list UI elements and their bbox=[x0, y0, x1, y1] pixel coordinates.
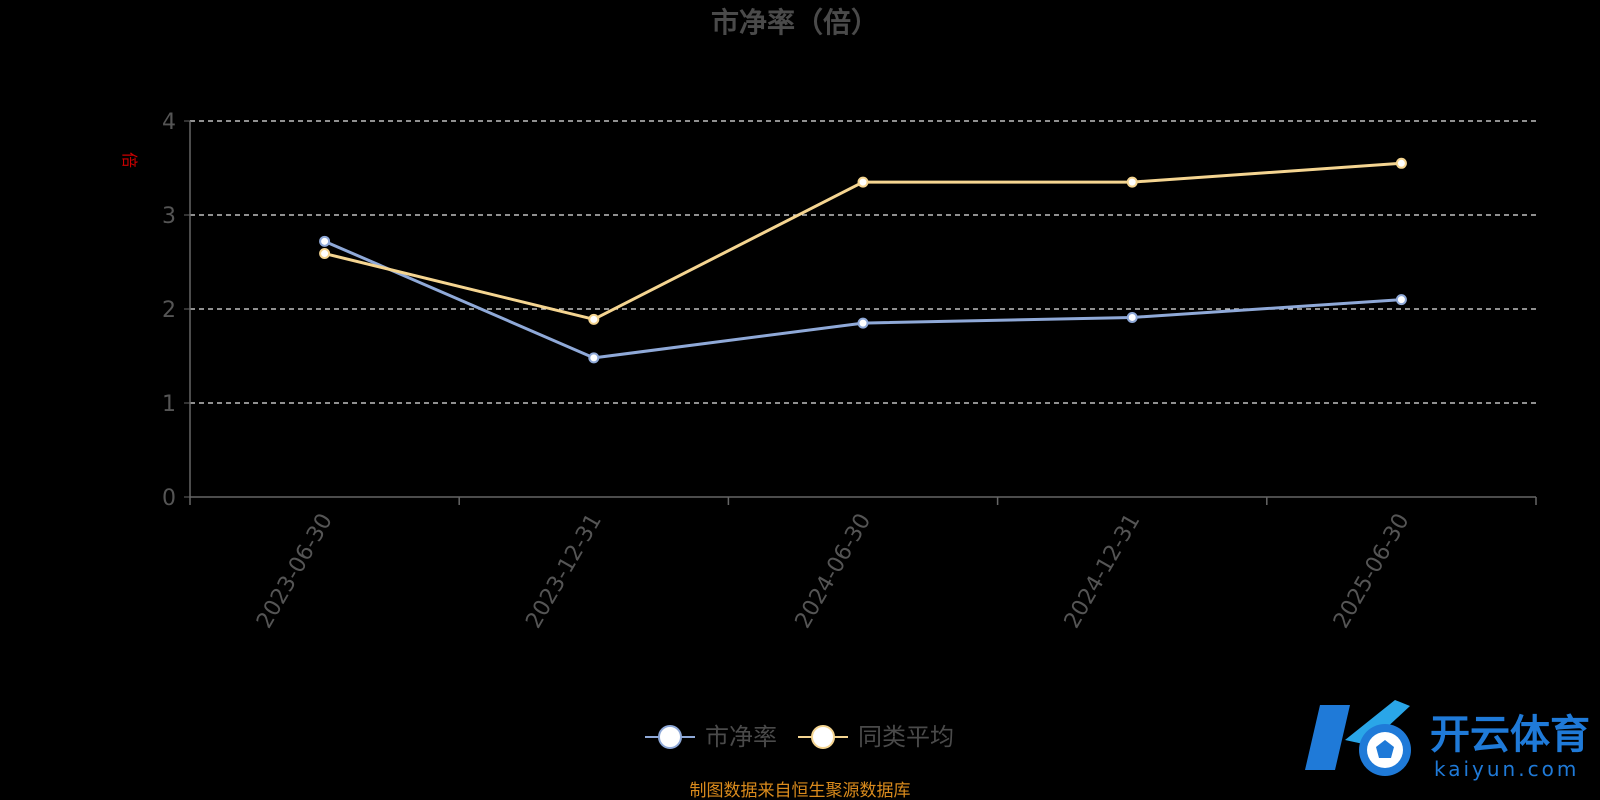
legend-marker-pb bbox=[658, 725, 682, 749]
x-tick-label: 2024-06-30 bbox=[791, 510, 877, 633]
source-note: 制图数据来自恒生聚源数据库 bbox=[690, 781, 911, 800]
y-axis-label: 倍 bbox=[120, 152, 139, 168]
y-tick-label: 3 bbox=[162, 204, 176, 229]
legend: 市净率 同类平均 bbox=[645, 723, 954, 751]
soccer-ball-logo-icon bbox=[1305, 700, 1411, 776]
x-tick-label: 2024-12-31 bbox=[1060, 510, 1146, 633]
series-1-point[interactable] bbox=[857, 176, 869, 188]
watermark-logo: 开云体育 kaiyun.com bbox=[1305, 700, 1590, 781]
y-axis-ticks: 0 1 2 3 4 bbox=[162, 110, 190, 511]
grid-lines bbox=[190, 120, 1536, 404]
legend-label-pb: 市净率 bbox=[705, 723, 777, 751]
series-0-point[interactable] bbox=[1126, 311, 1138, 323]
x-tick-label: 2025-06-30 bbox=[1329, 510, 1415, 633]
legend-marker-peer-avg bbox=[811, 725, 835, 749]
series-0-point[interactable] bbox=[857, 317, 869, 329]
series-1-point[interactable] bbox=[319, 248, 331, 260]
series-0-point[interactable] bbox=[588, 352, 600, 364]
series-0-point[interactable] bbox=[1395, 294, 1407, 306]
legend-item-pb[interactable]: 市净率 bbox=[645, 723, 777, 751]
legend-label-peer-avg: 同类平均 bbox=[858, 723, 954, 751]
series-lines bbox=[319, 157, 1407, 364]
x-tick-label: 2023-06-30 bbox=[252, 510, 338, 633]
watermark-en: kaiyun.com bbox=[1434, 757, 1579, 781]
chart-title: 市净率（倍） bbox=[711, 6, 879, 39]
series-1-point[interactable] bbox=[1395, 157, 1407, 169]
y-tick-label: 0 bbox=[162, 486, 176, 511]
x-axis-ticks: 2023-06-30 2023-12-31 2024-06-30 2024-12-31… bbox=[189, 497, 1537, 633]
series-1-point[interactable] bbox=[588, 313, 600, 325]
x-tick-label: 2023-12-31 bbox=[521, 510, 607, 633]
series-0-point[interactable] bbox=[319, 235, 331, 247]
series-line-0 bbox=[324, 239, 1402, 360]
watermark-cn: 开云体育 bbox=[1430, 712, 1590, 758]
legend-item-peer-avg[interactable]: 同类平均 bbox=[798, 723, 954, 751]
y-tick-label: 2 bbox=[162, 298, 176, 323]
y-tick-label: 1 bbox=[162, 392, 176, 417]
y-tick-label: 4 bbox=[162, 110, 176, 135]
series-1-point[interactable] bbox=[1126, 176, 1138, 188]
